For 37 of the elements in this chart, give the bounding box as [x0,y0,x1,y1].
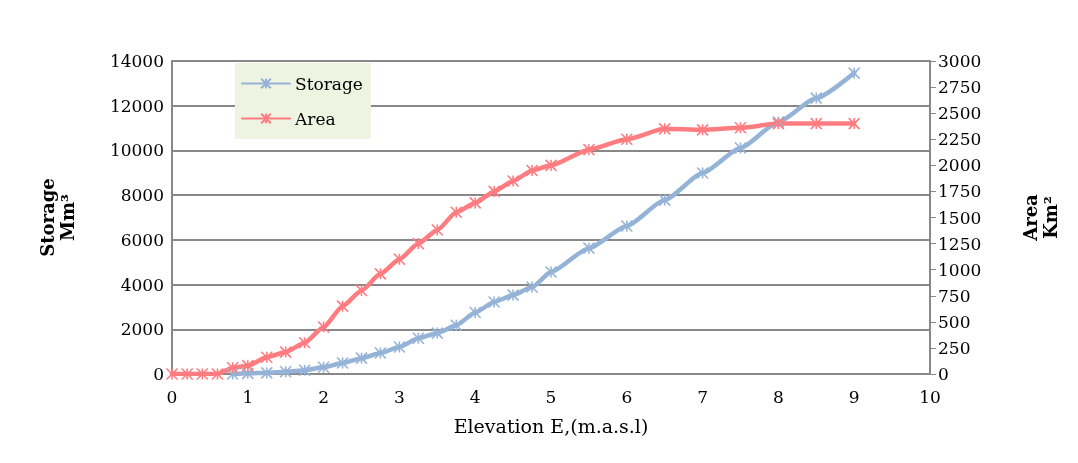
x-tick-label: 3 [393,386,405,407]
y2-tick-label: 2750 [938,77,982,98]
y-axis-title: Storage Mm³ [36,178,78,257]
y-tick-label: 12000 [109,95,164,116]
y-tick-label: 14000 [109,51,164,71]
y2-axis-title: Area Km² [1019,193,1061,242]
x-tick-label: 1 [242,386,254,407]
y2-tick-label: 250 [938,337,971,358]
x-tick-label: 4 [469,386,481,407]
x-tick-label: 0 [166,386,178,407]
y2-tick-label: 750 [938,285,971,306]
x-axis-title: Elevation E,(m.a.s.l) [453,414,649,437]
y-tick-label: 2000 [120,319,164,340]
y-tick-label: 4000 [120,274,164,295]
x-tick-label: 6 [621,386,633,407]
y2-tick-label: 2250 [938,129,982,150]
x-tick-label: 2 [318,386,330,407]
x-tick-label: 10 [919,386,941,407]
y-tick-label: 10000 [109,140,164,161]
x-tick-label: 5 [545,386,557,407]
legend-label: Area [294,108,336,129]
x-tick-label: 9 [848,386,860,407]
y2-tick-label: 0 [938,364,949,384]
y-tick-label: 8000 [120,185,164,206]
x-tick-label: 7 [697,386,709,407]
y2-tick-label: 1750 [938,181,982,202]
y2-tick-label: 1250 [938,233,982,254]
y-tick-label: 0 [153,364,164,384]
y2-tick-label: 500 [938,311,971,332]
x-tick-label: 8 [772,386,784,407]
y2-tick-label: 1000 [938,259,982,280]
legend-label: Storage [295,73,363,94]
y2-tick-label: 2500 [938,103,982,124]
y-tick-label: 6000 [120,229,164,250]
y2-tick-label: 3000 [938,51,982,71]
y2-tick-label: 2000 [938,155,982,176]
y2-tick-label: 1500 [938,207,982,228]
